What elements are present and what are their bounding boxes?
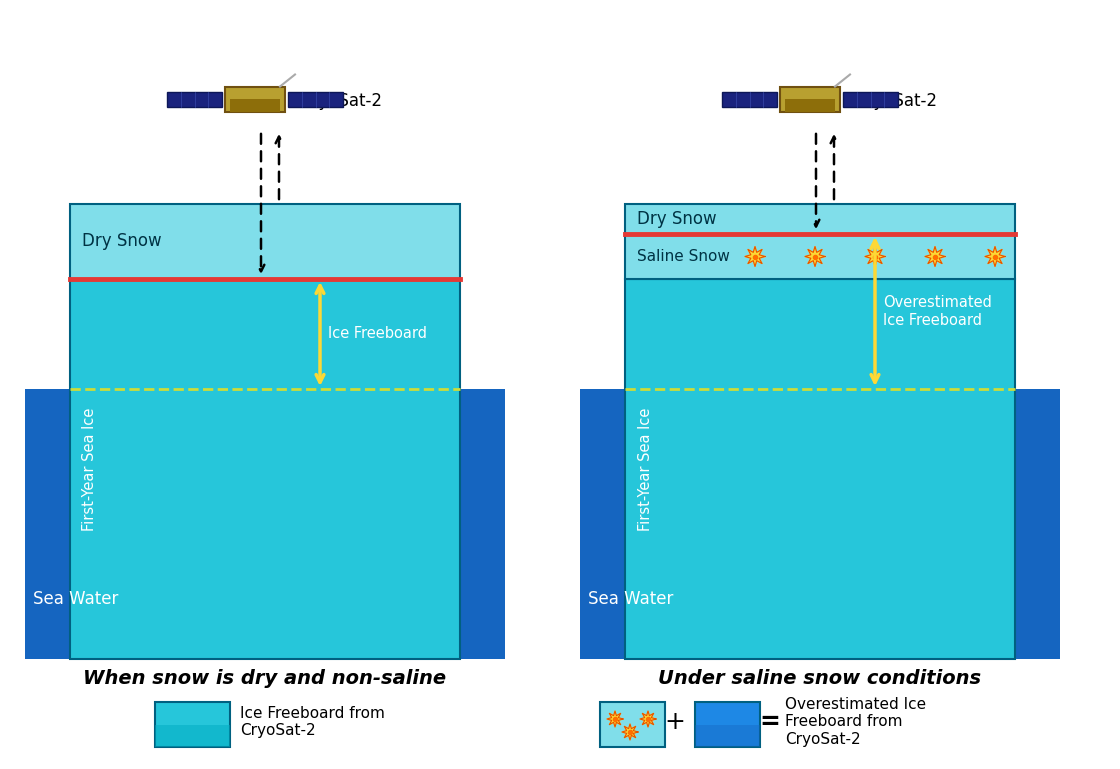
Text: Overestimated Ice
Freeboard from
CryoSat-2: Overestimated Ice Freeboard from CryoSat… [785,697,926,747]
Text: +: + [664,710,685,734]
Bar [167,92,222,106]
Bar [625,279,1015,659]
Text: Sea Water: Sea Water [588,590,673,608]
Polygon shape [925,247,945,267]
Bar [625,234,1015,279]
Text: =: = [759,710,781,734]
Polygon shape [745,247,765,267]
Polygon shape [640,711,656,727]
Bar [696,702,760,747]
Bar [780,86,840,112]
Text: Overestimated
Ice Freeboard: Overestimated Ice Freeboard [883,295,992,328]
Bar [225,86,284,112]
Bar [288,92,343,106]
Bar [155,702,230,747]
Polygon shape [805,247,825,267]
Bar [580,389,1060,659]
Bar [69,279,460,659]
Bar [155,725,230,747]
Bar [785,99,836,112]
Bar [600,702,665,747]
Bar [69,204,460,279]
Polygon shape [984,247,1005,267]
Polygon shape [622,724,638,740]
Bar [696,725,760,747]
Bar [843,92,898,106]
Bar [722,92,777,106]
Polygon shape [865,247,885,267]
Bar [625,204,1015,234]
Text: Sea Water: Sea Water [32,590,119,608]
Text: Saline Snow: Saline Snow [637,249,730,264]
Text: First-Year Sea Ice: First-Year Sea Ice [637,408,653,531]
Text: Dry Snow: Dry Snow [637,210,717,228]
Text: First-Year Sea Ice: First-Year Sea Ice [83,408,97,531]
Polygon shape [607,711,623,727]
Bar [230,99,280,112]
Text: Ice Freeboard: Ice Freeboard [328,327,427,341]
Text: Ice Freeboard from
CryoSat-2: Ice Freeboard from CryoSat-2 [240,706,385,738]
Text: CryoSat-2: CryoSat-2 [300,92,382,110]
Text: Dry Snow: Dry Snow [82,232,161,251]
Text: When snow is dry and non-saline: When snow is dry and non-saline [83,670,447,688]
Text: CryoSat-2: CryoSat-2 [855,92,937,110]
Bar [25,389,505,659]
Text: Under saline snow conditions: Under saline snow conditions [659,670,981,688]
